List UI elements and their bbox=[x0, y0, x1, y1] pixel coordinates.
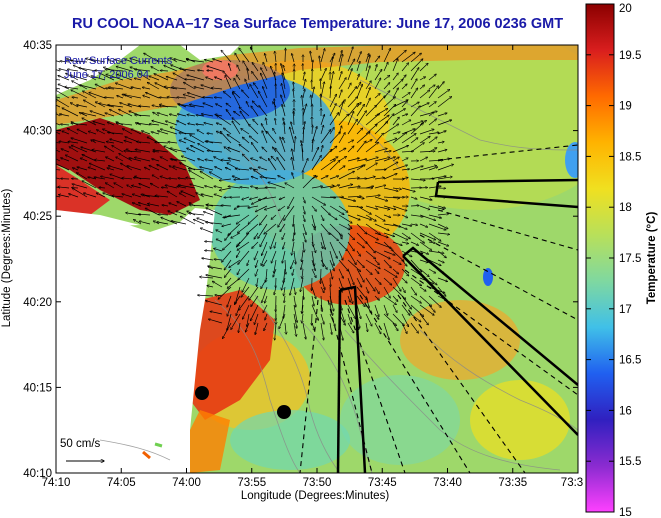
y-tick-label: 40:35 bbox=[23, 40, 52, 52]
x-tick-label: 73:55 bbox=[237, 477, 266, 489]
chart-title: RU COOL NOAA–17 Sea Surface Temperature:… bbox=[72, 16, 564, 32]
x-tick-label: 74:05 bbox=[107, 477, 136, 489]
x-tick-label: 73:40 bbox=[433, 477, 462, 489]
y-tick-label: 40:25 bbox=[23, 211, 52, 223]
colorbar-tick-label: 18.5 bbox=[619, 151, 641, 163]
x-axis-label: Longitude (Degrees:Minutes) bbox=[241, 490, 389, 502]
y-axis-ticks: 40:35 40:30 40:25 40:20 40:15 40:10 bbox=[23, 40, 578, 480]
overlay-line-2: June 17, 2006 04 bbox=[64, 69, 149, 81]
station-marker bbox=[277, 405, 291, 419]
x-tick-label: 73:3 bbox=[561, 477, 583, 489]
x-tick-label: 73:50 bbox=[303, 477, 332, 489]
x-tick-label: 73:45 bbox=[368, 477, 397, 489]
x-tick-label: 74:10 bbox=[42, 477, 71, 489]
colorbar-tick-label: 20 bbox=[619, 3, 632, 15]
map-field: Raw Surface Currents June 17, 2006 04 50… bbox=[56, 45, 578, 473]
station-marker bbox=[195, 386, 209, 400]
colorbar-ticks: 20 19.5 19 18.5 18 17.5 17 16.5 16 15.5 15 bbox=[586, 3, 641, 518]
x-tick-label: 74:00 bbox=[172, 477, 201, 489]
colorbar-tick-label: 18 bbox=[619, 202, 632, 214]
overlay-line-1: Raw Surface Currents bbox=[64, 55, 173, 67]
radar-beam-lines bbox=[299, 144, 578, 473]
scale-label: 50 cm/s bbox=[60, 438, 101, 450]
y-tick-label: 40:10 bbox=[23, 468, 52, 480]
y-tick-label: 40:20 bbox=[23, 297, 52, 309]
colorbar-tick-label: 16 bbox=[619, 405, 632, 417]
colorbar-tick-label: 17.5 bbox=[619, 253, 641, 265]
x-axis-ticks: 74:10 74:05 74:00 73:55 73:50 73:45 73:40 73:35… bbox=[42, 45, 583, 489]
y-tick-label: 40:15 bbox=[23, 382, 52, 394]
colorbar-tick-label: 19.5 bbox=[619, 50, 641, 62]
colorbar-tick-label: 17 bbox=[619, 304, 632, 316]
colorbar-label: Temperature (°C) bbox=[646, 212, 658, 305]
colorbar-tick-label: 15.5 bbox=[619, 456, 641, 468]
colorbar-tick-label: 19 bbox=[619, 101, 632, 113]
y-axis-label: Latitude (Degrees:Minutes) bbox=[1, 188, 13, 327]
colorbar-tick-label: 16.5 bbox=[619, 355, 641, 367]
surface-current-vectors bbox=[56, 47, 453, 341]
y-tick-label: 40:30 bbox=[23, 126, 52, 138]
colorbar-tick-label: 15 bbox=[619, 507, 632, 518]
x-tick-label: 73:35 bbox=[498, 477, 527, 489]
